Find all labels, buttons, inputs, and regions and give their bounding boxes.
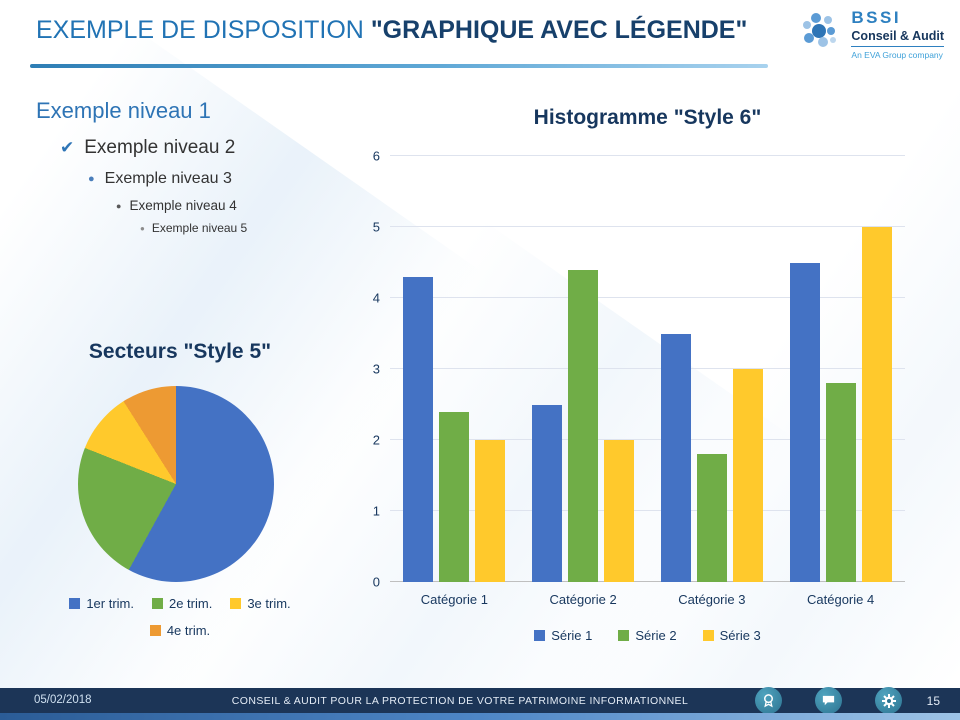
category-label: Catégorie 2	[549, 592, 617, 607]
award-icon	[755, 687, 782, 714]
bar-group	[390, 156, 519, 582]
legend-label: 2e trim.	[168, 596, 213, 611]
gridline	[390, 581, 905, 582]
legend-label: 1er trim.	[86, 596, 134, 611]
legend-swatch	[69, 598, 81, 609]
header-divider	[30, 64, 768, 68]
y-tick-label: 0	[372, 574, 380, 590]
legend-item: 4e trim.	[149, 623, 211, 638]
legend-swatch	[534, 630, 546, 641]
pie-chart	[78, 386, 274, 582]
bar	[403, 276, 434, 582]
bar-legend: Série 1 Série 2 Série 3	[390, 628, 905, 643]
legend-item: Série 3	[702, 628, 761, 643]
legend-swatch	[149, 625, 161, 636]
logo-brand: BSSI	[851, 8, 902, 27]
gridline	[390, 226, 905, 227]
legend-swatch	[702, 630, 714, 641]
outline-level-4: ● Exemple niveau 4	[116, 198, 247, 213]
outline-level-3-label: Exemple niveau 3	[104, 170, 232, 187]
bar-groups	[390, 156, 905, 582]
bar	[532, 404, 563, 582]
outline-level-4-label: Exemple niveau 4	[129, 198, 237, 213]
legend-item: 3e trim.	[230, 596, 291, 611]
gridline	[390, 439, 905, 441]
legend-swatch	[151, 598, 163, 609]
bottom-accent-strip	[0, 713, 960, 720]
legend-label: Série 2	[635, 628, 677, 643]
bar	[568, 269, 599, 582]
logo-dots-icon	[803, 13, 837, 47]
check-icon: ✔	[60, 138, 75, 157]
legend-swatch	[618, 630, 630, 641]
category-label: Catégorie 1	[420, 592, 488, 607]
bar-chart-title: Histogramme "Style 6"	[533, 106, 762, 129]
bar	[825, 383, 856, 582]
legend-label: 4e trim.	[166, 623, 211, 638]
bar	[660, 333, 691, 582]
outline-level-5: ● Exemple niveau 5	[140, 221, 247, 235]
bar	[789, 262, 820, 582]
bssi-logo: BSSI Conseil & Audit An EVA Group compan…	[796, 8, 944, 60]
y-tick-label: 3	[372, 361, 380, 377]
page-number: 15	[926, 694, 940, 708]
footer-caption: CONSEIL & AUDIT POUR LA PROTECTION DE VO…	[231, 695, 689, 707]
pie-legend: 1er trim. 2e trim. 3e trim. 4e trim.	[56, 596, 304, 638]
outline-level-2: ✔ Exemple niveau 2	[60, 137, 247, 159]
slide-title-bold: "GRAPHIQUE AVEC LÉGENDE"	[370, 16, 748, 44]
gear-icon	[875, 687, 902, 714]
bullet-icon: ●	[116, 200, 122, 211]
bar-group	[519, 156, 648, 582]
footer-date: 05/02/2018	[34, 694, 92, 706]
legend-item: Série 2	[618, 628, 677, 643]
legend-label: 3e trim.	[247, 596, 291, 611]
gridline	[390, 510, 905, 512]
bar	[604, 440, 635, 582]
bar-group	[776, 156, 905, 582]
y-tick-label: 6	[372, 148, 380, 164]
bullet-icon: ●	[88, 173, 95, 185]
bar	[475, 440, 506, 582]
gridline	[390, 368, 905, 369]
y-tick-label: 5	[372, 219, 380, 235]
outline: Exemple niveau 1 ✔ Exemple niveau 2 ● Ex…	[36, 98, 247, 235]
gridline	[390, 297, 905, 299]
logo-text: BSSI Conseil & Audit An EVA Group compan…	[851, 8, 944, 60]
outline-level-2-label: Exemple niveau 2	[84, 137, 236, 158]
gridline	[390, 155, 905, 156]
footer-bar: 05/02/2018 CONSEIL & AUDIT POUR LA PROTE…	[0, 687, 960, 714]
bar	[696, 454, 727, 582]
footer-icons	[755, 687, 902, 714]
legend-item: Série 1	[534, 628, 592, 643]
bar	[861, 227, 892, 582]
pie-chart-title: Secteurs "Style 5"	[88, 340, 272, 363]
bar-y-axis-labels: 0 1 2 3 4 5 6	[350, 149, 380, 590]
category-label: Catégorie 4	[807, 592, 875, 607]
bar-group	[648, 156, 777, 582]
slide-title-regular: EXEMPLE DE DISPOSITION	[36, 16, 364, 44]
bar	[439, 411, 470, 582]
y-tick-label: 2	[372, 432, 380, 448]
y-tick-label: 1	[372, 503, 380, 519]
logo-tagline: An EVA Group company	[851, 50, 943, 60]
logo-subtitle: Conseil & Audit	[851, 29, 944, 47]
bar-chart	[390, 155, 905, 582]
bullet-icon: ●	[140, 223, 145, 233]
speech-bubble-icon	[815, 687, 842, 714]
outline-level-5-label: Exemple niveau 5	[151, 221, 248, 235]
legend-label: Série 3	[719, 628, 761, 643]
category-label: Catégorie 3	[678, 592, 746, 607]
legend-swatch	[230, 598, 242, 609]
outline-level-3: ● Exemple niveau 3	[88, 170, 247, 188]
legend-label: Série 1	[551, 628, 593, 643]
legend-item: 2e trim.	[151, 596, 213, 611]
bar-x-axis-labels: Catégorie 1 Catégorie 2 Catégorie 3 Catégor…	[390, 592, 905, 607]
outline-level-1: Exemple niveau 1	[36, 98, 211, 123]
bar	[732, 369, 763, 582]
y-tick-label: 4	[372, 290, 380, 306]
legend-item: 1er trim.	[69, 596, 134, 611]
slide-title: EXEMPLE DE DISPOSITION "GRAPHIQUE AVEC L…	[36, 16, 747, 45]
